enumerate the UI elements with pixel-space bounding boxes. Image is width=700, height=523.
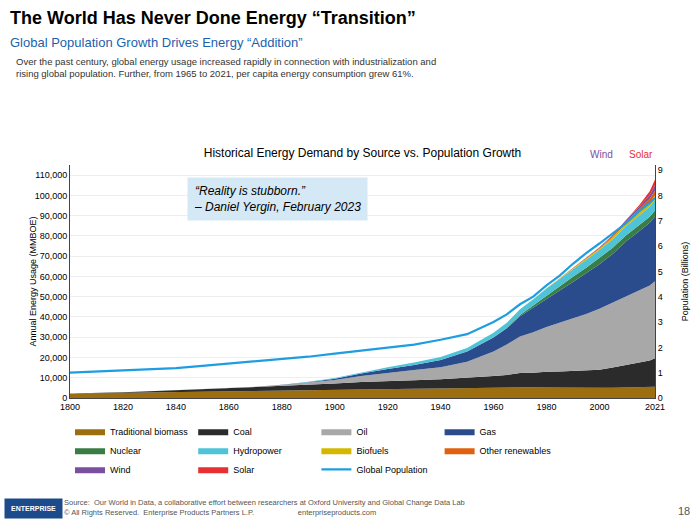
svg-text:Hydropower: Hydropower: [233, 446, 282, 456]
svg-text:Gas: Gas: [480, 427, 497, 437]
svg-text:0: 0: [658, 393, 663, 403]
svg-text:1820: 1820: [113, 402, 133, 412]
svg-text:1940: 1940: [431, 402, 451, 412]
svg-text:“Reality is stubborn.”– Daniel: “Reality is stubborn.”– Daniel Yergin, F…: [194, 184, 361, 214]
svg-text:3: 3: [658, 317, 663, 327]
svg-text:50,000: 50,000: [40, 292, 68, 302]
svg-text:110,000: 110,000: [35, 170, 67, 180]
svg-text:1980: 1980: [536, 402, 556, 412]
svg-text:Global Population: Global Population: [356, 465, 427, 475]
svg-text:Annual Energy Usage (MMBOE): Annual Energy Usage (MMBOE): [28, 216, 38, 346]
svg-text:1900: 1900: [325, 402, 345, 412]
svg-text:7: 7: [658, 216, 663, 226]
svg-text:20,000: 20,000: [40, 353, 68, 363]
svg-text:90,000: 90,000: [40, 211, 68, 221]
svg-text:1960: 1960: [484, 402, 504, 412]
svg-text:10,000: 10,000: [40, 373, 68, 383]
svg-text:1840: 1840: [166, 402, 186, 412]
svg-text:Solar: Solar: [233, 465, 254, 475]
svg-text:1860: 1860: [219, 402, 239, 412]
svg-text:Wind: Wind: [590, 149, 613, 160]
svg-text:1800: 1800: [60, 402, 80, 412]
svg-text:Over the past century, global: Over the past century, global energy usa…: [16, 56, 436, 79]
svg-text:2021: 2021: [645, 402, 665, 412]
svg-text:Wind: Wind: [110, 465, 131, 475]
svg-text:Oil: Oil: [356, 427, 367, 437]
svg-text:2: 2: [658, 343, 663, 353]
svg-text:6: 6: [658, 241, 663, 251]
svg-text:Source: Our World in Data, a: Source: Our World in Data, a collaborati…: [64, 498, 465, 517]
svg-text:4: 4: [658, 292, 663, 302]
svg-text:ENTERPRISE: ENTERPRISE: [11, 505, 56, 512]
svg-text:5: 5: [658, 267, 663, 277]
svg-text:Traditional biomass: Traditional biomass: [110, 427, 188, 437]
svg-text:Coal: Coal: [233, 427, 252, 437]
svg-text:80,000: 80,000: [40, 231, 68, 241]
svg-text:1920: 1920: [378, 402, 398, 412]
svg-text:70,000: 70,000: [40, 251, 68, 261]
svg-text:Nuclear: Nuclear: [110, 446, 141, 456]
svg-text:60,000: 60,000: [40, 272, 68, 282]
svg-text:The World Has Never Done Energ: The World Has Never Done Energy “Transit…: [10, 8, 416, 28]
svg-text:100,000: 100,000: [35, 191, 68, 201]
svg-text:1880: 1880: [272, 402, 292, 412]
svg-text:18: 18: [678, 505, 690, 517]
svg-text:40,000: 40,000: [40, 312, 68, 322]
svg-text:Historical Energy Demand by So: Historical Energy Demand by Source vs. P…: [204, 146, 521, 160]
svg-text:8: 8: [658, 191, 663, 201]
svg-text:30,000: 30,000: [40, 332, 68, 342]
svg-text:0: 0: [62, 393, 67, 403]
svg-text:9: 9: [658, 165, 663, 175]
svg-text:Global Population Growth Drive: Global Population Growth Drives Energy “…: [10, 35, 303, 50]
svg-text:2000: 2000: [589, 402, 609, 412]
svg-text:1: 1: [658, 368, 663, 378]
svg-text:Biofuels: Biofuels: [356, 446, 389, 456]
svg-text:Solar: Solar: [629, 149, 653, 160]
svg-text:Population (Billions): Population (Billions): [680, 242, 690, 322]
svg-text:Other renewables: Other renewables: [480, 446, 552, 456]
